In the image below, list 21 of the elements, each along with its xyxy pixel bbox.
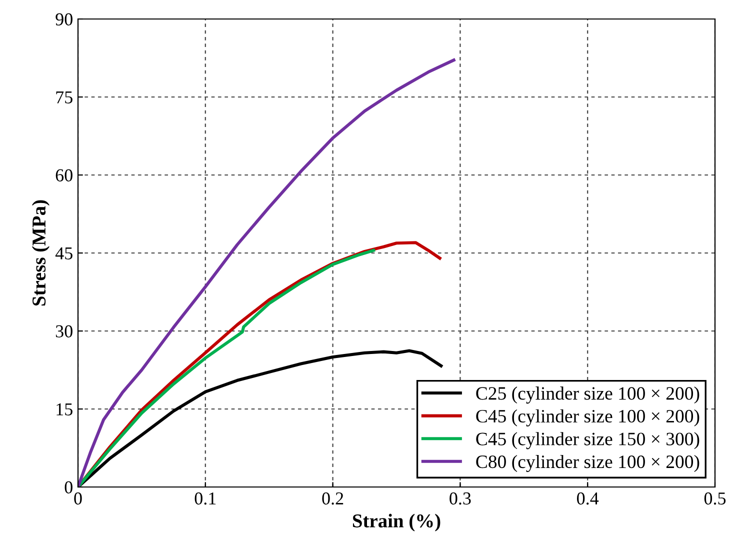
legend-label: C80 (cylinder size 100 × 200): [476, 454, 700, 472]
x-tick-label: 0: [74, 492, 82, 505]
y-tick-label: 15: [56, 403, 72, 416]
y-axis-title: Stress (MPa): [32, 200, 50, 306]
y-tick-label: 90: [56, 13, 72, 26]
y-tick-label: 60: [56, 169, 72, 182]
legend-label: C45 (cylinder size 150 × 300): [476, 432, 700, 450]
x-tick-label: 0.3: [450, 492, 471, 505]
line-series: [78, 248, 376, 487]
y-tick-label: 45: [55, 247, 72, 260]
x-axis-title: Strain (%): [352, 514, 440, 532]
legend-label: C25 (cylinder size 100 × 200): [476, 386, 700, 404]
x-tick-label: 0.4: [577, 492, 599, 505]
x-tick-label: 0.2: [322, 492, 344, 505]
y-tick-label: 30: [56, 325, 72, 338]
y-tick-label: 0: [64, 481, 72, 494]
x-tick-label: 0.1: [194, 492, 216, 505]
x-tick-label: 0.5: [704, 492, 726, 505]
y-tick-label: 75: [56, 91, 72, 104]
line-series: [78, 58, 456, 487]
legend-label: C45 (cylinder size 100 × 200): [476, 409, 700, 426]
